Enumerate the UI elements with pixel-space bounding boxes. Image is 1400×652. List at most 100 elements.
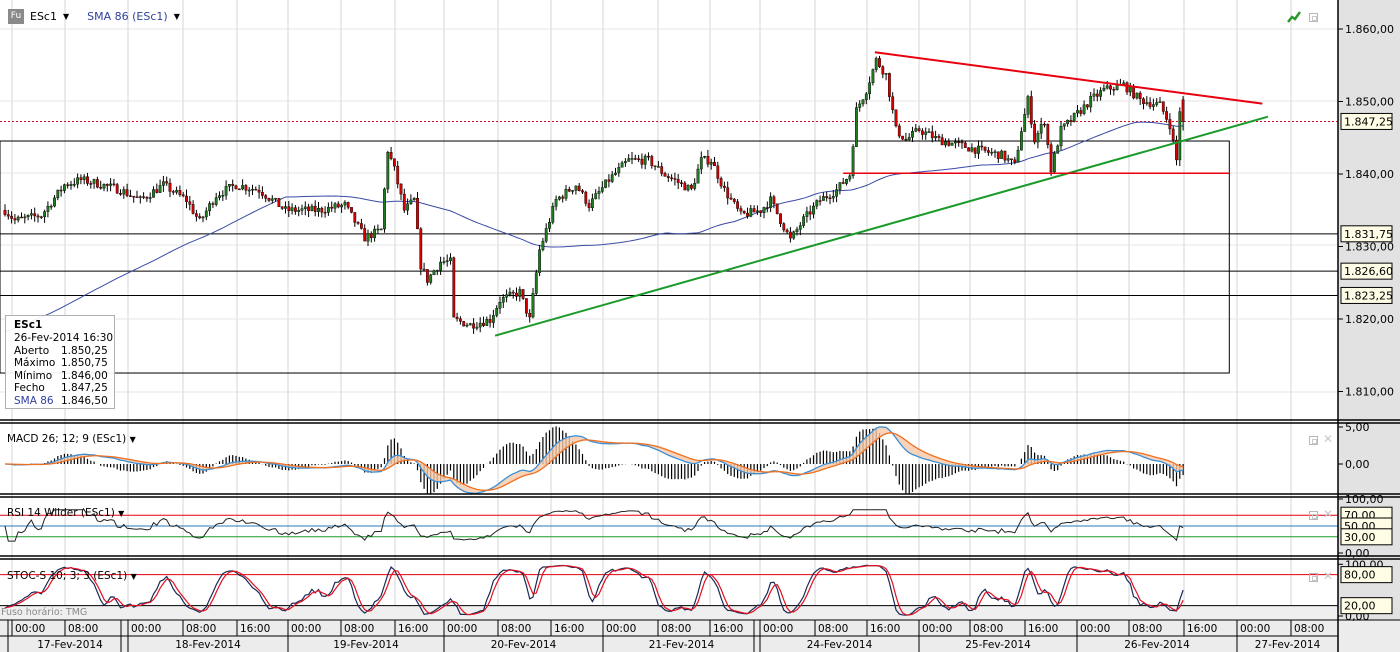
rsi-label-text: RSI 14 Wilder (ESc1) — [7, 507, 115, 519]
close-macd-pane-icon[interactable]: ✕ — [1323, 432, 1334, 446]
candle-body — [742, 210, 746, 214]
candlestick — [221, 190, 225, 202]
candlestick — [511, 289, 515, 299]
info-datetime: 26-Fev-2014 16:30 — [14, 332, 114, 344]
candlestick — [891, 92, 895, 114]
candle-body — [746, 212, 749, 217]
candlestick — [574, 185, 578, 195]
candle-body — [119, 193, 122, 195]
candle-body — [541, 240, 545, 250]
candlestick — [828, 194, 832, 205]
candlestick — [449, 253, 452, 265]
rsi-dropdown-caret-icon[interactable]: ▼ — [118, 509, 125, 518]
candlestick — [845, 178, 848, 186]
candle-body — [594, 193, 598, 199]
candlestick — [785, 228, 789, 234]
candlestick — [719, 176, 723, 189]
candlestick — [369, 231, 373, 243]
candle-body — [1076, 110, 1079, 114]
candlestick — [614, 167, 617, 176]
close-rsi-pane-icon[interactable]: ✕ — [1323, 507, 1334, 521]
candlestick — [1165, 106, 1169, 123]
candle-body — [198, 216, 202, 219]
price-marker-box — [1340, 112, 1393, 130]
date-label: 25-Fev-2014 — [965, 639, 1031, 651]
candlestick — [1072, 112, 1076, 123]
chart-type-icon[interactable] — [1287, 11, 1301, 23]
candlestick — [1033, 120, 1037, 145]
rsi-pane-label[interactable]: RSI 14 Wilder (ESc1) ▼ — [7, 507, 124, 519]
candlestick — [1125, 81, 1129, 96]
candlestick — [313, 200, 317, 217]
candle-body — [356, 222, 360, 224]
candlestick — [564, 185, 568, 201]
sma-dropdown-caret-icon[interactable]: ▼ — [173, 12, 180, 21]
candlestick — [792, 230, 796, 240]
candlestick — [1095, 89, 1099, 102]
close-stoc-pane-icon[interactable]: ✕ — [1323, 569, 1334, 583]
time-label: 00:00 — [1080, 623, 1110, 635]
candle-body — [419, 228, 423, 270]
candle-body — [432, 270, 436, 276]
candle-body — [115, 184, 119, 194]
stoc-pane-label[interactable]: STOC-S 10; 3; 3 (ESc1) ▼ — [7, 570, 137, 582]
candle-body — [709, 161, 713, 165]
stoc-dropdown-caret-icon[interactable]: ▼ — [130, 572, 137, 581]
sma-study-selector[interactable]: SMA 86 (ESc1) — [87, 10, 168, 23]
candlestick — [921, 128, 924, 140]
candle-body — [1132, 86, 1136, 99]
candle-body — [719, 178, 723, 187]
candlestick — [409, 194, 413, 205]
candle-body — [336, 203, 340, 208]
candlestick — [356, 221, 360, 225]
candle-body — [366, 233, 370, 242]
range-rectangle[interactable] — [0, 140, 1230, 374]
candle-body — [214, 197, 218, 205]
candle-body — [89, 183, 93, 185]
candle-body — [155, 189, 159, 193]
candle-body — [564, 189, 568, 199]
symbol-selector[interactable]: ESc1 — [30, 10, 57, 23]
maximize-macd-pane-icon[interactable] — [1309, 436, 1318, 445]
date-label: 19-Fev-2014 — [333, 639, 399, 651]
candlestick — [756, 205, 759, 215]
candle-body — [1178, 111, 1182, 161]
candle-body — [528, 312, 532, 318]
date-label: 17-Fev-2014 — [37, 639, 103, 651]
candlestick — [973, 147, 977, 159]
candlestick — [990, 147, 994, 156]
candle-body — [706, 156, 710, 165]
candlestick — [459, 316, 462, 325]
macd-pane-label[interactable]: MACD 26; 12; 9 (ESc1) ▼ — [7, 433, 136, 445]
trend-green-line[interactable] — [494, 115, 1269, 337]
candle-body — [36, 215, 40, 218]
candlestick — [1148, 97, 1152, 110]
candlestick — [307, 203, 310, 218]
candle-body — [138, 196, 142, 198]
macd-dropdown-caret-icon[interactable]: ▼ — [129, 435, 136, 444]
trend-red-line[interactable] — [874, 51, 1263, 105]
candlestick — [264, 194, 268, 203]
candle-body — [607, 179, 611, 182]
maximize-stoc-pane-icon[interactable] — [1309, 573, 1318, 582]
candlestick — [577, 182, 581, 192]
candlestick — [181, 191, 185, 198]
candlestick — [1056, 144, 1060, 154]
candle-body — [515, 292, 518, 297]
symbol-dropdown-caret-icon[interactable]: ▼ — [62, 12, 70, 21]
candle-body — [881, 66, 885, 75]
candle-body — [79, 177, 83, 180]
candle-body — [152, 189, 155, 198]
candlestick — [607, 174, 611, 188]
candlestick — [930, 125, 934, 143]
candle-body — [284, 206, 287, 209]
candlestick — [277, 198, 281, 207]
candle-body — [82, 176, 86, 180]
candle-body — [383, 188, 386, 230]
maximize-rsi-pane-icon[interactable] — [1309, 511, 1318, 520]
maximize-main-pane-icon[interactable] — [1309, 13, 1318, 22]
candle-body — [465, 324, 469, 327]
candle-body — [630, 158, 634, 160]
candle-body — [633, 158, 637, 160]
